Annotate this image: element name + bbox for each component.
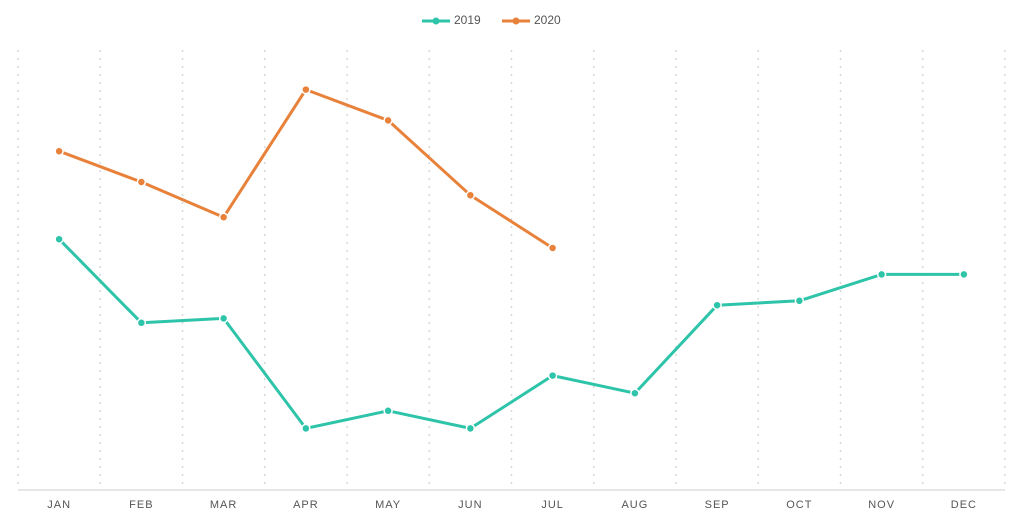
data-point — [794, 296, 805, 306]
legend-dot — [432, 17, 440, 25]
data-point — [465, 190, 476, 200]
data-point — [218, 313, 229, 324]
x-tick-label: OCT — [786, 499, 812, 511]
x-tick-label: JUL — [541, 499, 564, 511]
data-point — [547, 370, 558, 381]
data-point — [301, 423, 311, 434]
data-point — [301, 84, 311, 95]
data-point — [218, 212, 229, 222]
x-tick-label: MAR — [210, 499, 237, 511]
x-tick-label: SEP — [705, 499, 730, 511]
x-tick-label: DEC — [951, 499, 977, 511]
series-line — [58, 88, 554, 250]
legend-label: 2019 — [454, 13, 481, 27]
x-tick-label: MAY — [375, 499, 401, 511]
data-point — [712, 300, 722, 310]
data-point — [54, 234, 64, 244]
data-point — [383, 115, 393, 126]
x-tick-label: NOV — [868, 499, 895, 511]
series-line — [58, 238, 964, 430]
data-point — [136, 177, 147, 187]
data-point — [959, 269, 969, 280]
data-point — [136, 318, 147, 328]
x-tick-label: FEB — [129, 499, 153, 511]
x-tick-label: JUN — [458, 499, 482, 511]
data-point — [383, 406, 393, 416]
data-point — [54, 146, 64, 156]
data-point — [876, 269, 887, 280]
data-point — [465, 423, 476, 434]
legend-dot — [512, 17, 520, 25]
legend-label: 2020 — [534, 13, 561, 27]
data-point — [630, 388, 640, 398]
x-tick-label: APR — [293, 499, 319, 511]
x-tick-label: AUG — [621, 499, 648, 511]
data-point — [547, 243, 558, 253]
x-tick-label: JAN — [47, 499, 71, 511]
